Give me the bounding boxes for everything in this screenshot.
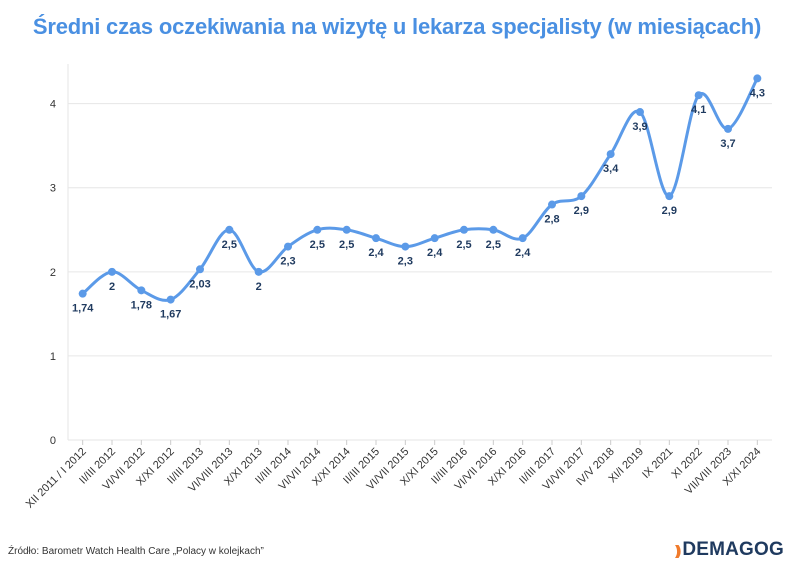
data-point [665,192,674,201]
data-point [753,74,762,83]
data-point [606,150,615,159]
data-point [78,289,87,298]
data-label: 2,3 [398,256,413,268]
data-point [694,91,703,100]
y-axis: 0 1 2 3 4 [50,64,69,447]
data-label: 2 [109,281,115,293]
data-label: 2,5 [310,239,325,251]
data-label: 1,78 [131,299,152,311]
signal-waves-icon: )) [674,542,682,558]
data-label: 2,5 [222,239,237,251]
data-point [577,192,586,201]
x-tick-label: IX 2021 [640,446,675,481]
data-point [225,225,234,234]
data-point [430,234,439,243]
gridlines [68,103,772,441]
y-tick-label: 1 [50,351,56,363]
data-point [196,265,204,274]
data-label: 2,9 [662,205,677,217]
data-label: 4,3 [750,87,765,99]
data-label: 2,9 [574,205,589,217]
data-point [401,242,410,251]
data-label: 2,5 [456,239,471,251]
data-point [108,267,116,276]
y-tick-label: 3 [50,183,56,195]
data-point [460,225,468,234]
data-label: 4,1 [691,104,706,116]
data-point [254,267,263,276]
data-label: 3,7 [720,138,735,150]
data-point [372,234,380,243]
data-point [284,242,292,251]
source-note: Źródło: Barometr Watch Health Care „Pola… [8,546,264,557]
data-label: 2,8 [544,214,559,226]
data-point [313,225,322,234]
data-label: 3,9 [632,121,647,133]
brand-logo: )) DEMAGOG [675,539,784,561]
data-point [489,225,498,234]
data-point [548,200,556,209]
data-points [78,74,762,304]
y-tick-label: 4 [50,99,56,111]
data-label: 2,03 [189,278,210,290]
y-tick-label: 2 [50,267,56,279]
data-label: 2,5 [486,239,501,251]
data-point [724,124,732,133]
data-point [636,108,644,117]
data-label: 2,4 [515,247,531,259]
data-label: 3,4 [603,163,619,175]
y-tick-label: 0 [50,435,56,447]
data-point [342,225,351,234]
brand-name: DEMAGOG [682,539,784,560]
chart-title: Średni czas oczekiwania na wizytę u leka… [32,14,762,39]
data-labels: 1,74 2 1,78 1,67 2,03 2,5 2 2,3 2,5 2,5 2,4 2,3 2,4 2… [72,87,765,320]
data-point [166,295,175,304]
data-point [518,234,527,243]
data-label: 1,67 [160,309,181,321]
data-label: 2,5 [339,239,354,251]
data-label: 2,4 [368,247,384,259]
data-label: 2,3 [280,256,295,268]
data-label: 1,74 [72,303,94,315]
data-label: 2 [256,281,262,293]
series-line [81,76,759,302]
data-label: 2,4 [427,247,443,259]
data-point [137,286,146,295]
